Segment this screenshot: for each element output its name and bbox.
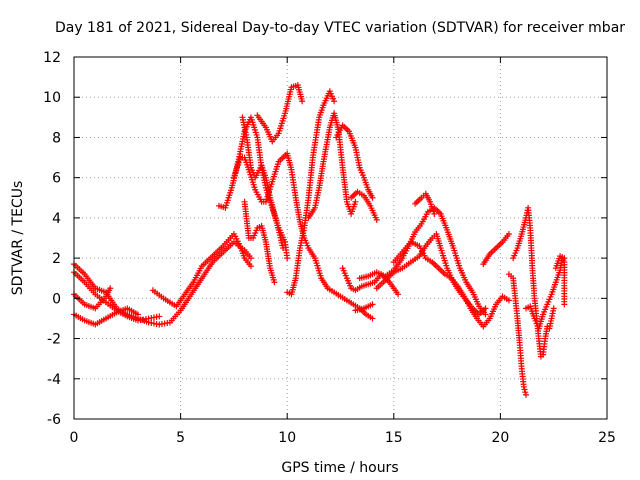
data-point xyxy=(520,383,527,390)
data-point xyxy=(352,198,359,205)
data-point xyxy=(561,255,568,262)
series-arc-14 xyxy=(305,245,376,322)
y-tick-label: 2 xyxy=(52,251,61,267)
series-arc-9 xyxy=(241,198,278,286)
y-axis-label: SDTVAR / TECUs xyxy=(10,181,26,296)
data-point xyxy=(331,98,338,105)
x-tick-label: 0 xyxy=(70,430,79,446)
data-point xyxy=(271,279,278,286)
data-point xyxy=(107,285,114,292)
data-point xyxy=(395,291,402,298)
data-point xyxy=(521,386,528,393)
x-tick-label: 5 xyxy=(176,430,185,446)
data-point xyxy=(522,391,529,398)
x-tick-label: 10 xyxy=(278,430,296,446)
x-tick-labels: 0 5 10 15 20 25 xyxy=(70,430,616,446)
series-arc-5 xyxy=(149,230,254,310)
data-point xyxy=(482,311,489,318)
series-arc-23 xyxy=(505,271,529,398)
series-arc-17 xyxy=(352,301,376,314)
x-tick-label: 25 xyxy=(598,430,616,446)
data-point xyxy=(373,216,380,223)
series-arc-19 xyxy=(412,190,438,217)
data-point xyxy=(369,315,376,322)
data-point xyxy=(134,311,141,318)
data-point xyxy=(156,313,163,320)
data-point xyxy=(505,230,512,237)
x-tick-label: 15 xyxy=(385,430,403,446)
series-arc-16 xyxy=(348,188,380,223)
y-tick-label: 6 xyxy=(52,171,61,187)
data-point xyxy=(247,255,254,262)
series-arc-21 xyxy=(390,239,512,330)
series-arc-10 xyxy=(254,82,306,145)
data-point xyxy=(561,301,568,308)
series-arc-22 xyxy=(480,230,512,268)
data-point xyxy=(482,305,489,312)
y-tick-label: 10 xyxy=(43,90,61,106)
x-axis-label: GPS time / hours xyxy=(281,460,398,476)
series-arc-20 xyxy=(373,230,489,318)
series-arc-25 xyxy=(522,255,568,332)
series-arc-1 xyxy=(71,239,254,328)
data-point xyxy=(247,263,254,270)
series-arc-4 xyxy=(71,285,114,312)
y-tick-label: 0 xyxy=(52,291,61,307)
data-point xyxy=(550,305,557,312)
series-arc-12 xyxy=(305,110,359,221)
series-arc-24 xyxy=(510,204,557,360)
series-arc-3 xyxy=(71,305,141,328)
data-marks xyxy=(71,82,568,398)
y-tick-labels: -6 -4 -2 0 2 4 6 8 10 12 xyxy=(43,50,61,428)
y-tick-label: 12 xyxy=(43,50,61,66)
series-arc-13 xyxy=(333,122,376,201)
data-point xyxy=(505,297,512,304)
x-tick-label: 20 xyxy=(491,430,509,446)
y-tick-label: 4 xyxy=(52,211,61,227)
series-arc-8 xyxy=(239,114,286,252)
series-arc-2 xyxy=(71,269,163,324)
data-point xyxy=(299,98,306,105)
data-point xyxy=(522,389,529,396)
data-point xyxy=(279,245,286,252)
chart-title: Day 181 of 2021, Sidereal Day-to-day VTE… xyxy=(55,20,625,36)
grid-lines xyxy=(74,57,607,419)
data-point xyxy=(369,301,376,308)
data-point xyxy=(369,194,376,201)
y-tick-label: -4 xyxy=(47,372,61,388)
series-arc-11 xyxy=(284,88,338,298)
y-tick-label: 8 xyxy=(52,130,61,146)
data-point xyxy=(284,255,291,262)
series-arc-7 xyxy=(230,150,312,252)
y-tick-label: -2 xyxy=(47,332,61,348)
axis-ticks xyxy=(73,56,608,420)
series-arc-26 xyxy=(552,253,568,272)
data-point xyxy=(431,210,438,217)
plot-frame xyxy=(73,56,608,420)
y-tick-label: -6 xyxy=(47,412,61,428)
